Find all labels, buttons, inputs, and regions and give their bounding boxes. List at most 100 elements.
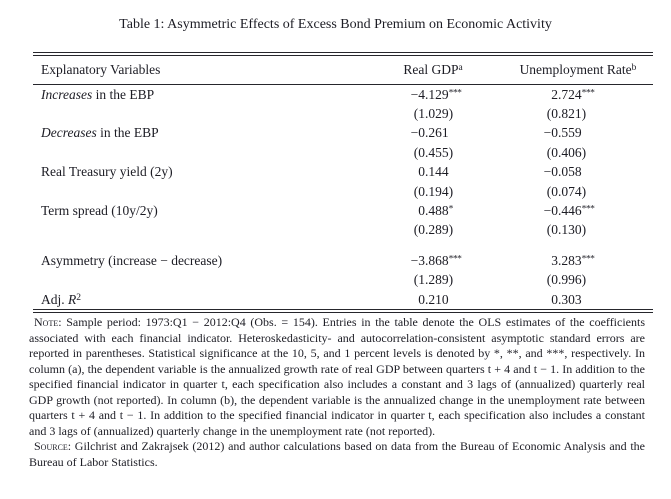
value-integer-part: (0 [546, 272, 558, 288]
cell-real-gdp: (1.029) [363, 106, 503, 122]
value-decimal-part: .129*** [425, 86, 462, 102]
row-label-part: Real Treasury yield (2y) [41, 164, 173, 180]
cell-real-gdp: 0.210 [363, 292, 503, 308]
value-integer-part: 0 [418, 291, 425, 307]
value-integer-part: (0 [546, 222, 558, 238]
value-integer-part: (0 [413, 183, 425, 199]
header-unemployment-rate-footnote-mark: b [631, 63, 637, 73]
row-label: Adj. R2 [33, 292, 363, 308]
header-real-gdp: Real GDPa [363, 62, 503, 78]
cell-unemployment-rate: (0.821) [503, 106, 653, 122]
value-integer-part: −0 [543, 203, 558, 219]
header-real-gdp-label: Real GDP [403, 62, 459, 77]
significance-stars: *** [581, 88, 595, 99]
header-rule [33, 84, 653, 85]
header-unemployment-rate: Unemployment Rateb [503, 62, 653, 78]
value-decimal-part: .996) [558, 272, 587, 288]
cell-unemployment-rate: −0.058 [503, 164, 653, 180]
value-decimal-part: .446*** [558, 203, 595, 219]
row-label: Real Treasury yield (2y) [33, 164, 363, 180]
header-explanatory-variables: Explanatory Variables [41, 62, 161, 77]
value-decimal-part: .406) [558, 144, 587, 160]
value-decimal-part: .821) [558, 106, 587, 122]
value-integer-part: 0 [551, 291, 558, 307]
value-integer-part: (0 [413, 222, 425, 238]
cell-unemployment-rate: −0.559 [503, 125, 653, 141]
cell-real-gdp: −0.261 [363, 125, 503, 141]
cell-unemployment-rate: (0.996) [503, 272, 653, 288]
cell-unemployment-rate: 0.303 [503, 292, 653, 308]
row-label-part: Decreases [41, 125, 97, 141]
cell-unemployment-rate: −0.446*** [503, 203, 653, 219]
significance-stars: *** [581, 204, 595, 215]
value-decimal-part: .868*** [425, 252, 462, 268]
table-row: Decreases in the EBP −0.261 −0.559 [33, 124, 653, 143]
value-decimal-part: .283*** [558, 252, 595, 268]
value-decimal-part: .488* [425, 203, 453, 219]
table-body: Increases in the EBP −4.129*** 2.724*** (1.… [33, 85, 653, 309]
value-integer-part: (0 [546, 183, 558, 199]
standard-error-row: (0.289) (0.130) [33, 221, 653, 240]
row-label-part: Asymmetry (increase − decrease) [41, 252, 223, 268]
row-label-part: 2 [76, 292, 81, 303]
table-header-row: Explanatory Variables Real GDPa Unemploy… [33, 56, 653, 84]
source-paragraph: Source: Gilchrist and Zakrajsek (2012) a… [29, 439, 645, 470]
value-integer-part: −4 [410, 86, 425, 102]
cell-real-gdp: −4.129*** [363, 87, 503, 103]
value-decimal-part: .724*** [558, 86, 595, 102]
value-integer-part: (0 [413, 144, 425, 160]
row-label-part: R [68, 291, 77, 307]
regression-table: Explanatory Variables Real GDPa Unemploy… [33, 52, 653, 314]
bottom-double-rule [33, 309, 653, 314]
row-label-part: Increases [41, 86, 93, 102]
row-label: Increases in the EBP [33, 87, 363, 103]
value-decimal-part: .303 [558, 291, 582, 307]
table-row: Increases in the EBP −4.129*** 2.724*** [33, 85, 653, 104]
value-decimal-part: .210 [425, 291, 449, 307]
value-integer-part: −0 [543, 125, 558, 141]
significance-stars: *** [581, 254, 595, 265]
table-row: Term spread (10y/2y) 0.488* −0.446*** [33, 201, 653, 220]
value-decimal-part: .144 [425, 164, 449, 180]
table-row: Asymmetry (increase − decrease) −3.868***… [33, 251, 653, 270]
standard-error-row: (1.029) (0.821) [33, 104, 653, 123]
row-label-part: in the EBP [92, 86, 155, 102]
value-decimal-part: .261 [425, 125, 449, 141]
value-decimal-part: .058 [558, 164, 582, 180]
cell-real-gdp: 0.488* [363, 203, 503, 219]
row-label: Asymmetry (increase − decrease) [33, 253, 363, 269]
table-row: Real Treasury yield (2y) 0.144 −0.058 [33, 163, 653, 182]
value-integer-part: 3 [551, 252, 558, 268]
row-label: Term spread (10y/2y) [33, 203, 363, 219]
standard-error-row: (0.455) (0.406) [33, 143, 653, 162]
top-double-rule [33, 52, 653, 56]
row-label-part: Adj. [41, 291, 68, 307]
note-paragraph: Note: Sample period: 1973:Q1 − 2012:Q4 (… [29, 315, 645, 439]
cell-real-gdp: (0.455) [363, 145, 503, 161]
value-decimal-part: .289) [425, 222, 454, 238]
value-integer-part: (1 [413, 272, 425, 288]
value-decimal-part: .029) [425, 106, 454, 122]
cell-unemployment-rate: (0.406) [503, 145, 653, 161]
cell-real-gdp: −3.868*** [363, 253, 503, 269]
cell-real-gdp: (1.289) [363, 272, 503, 288]
source-label: Source: [34, 439, 72, 453]
source-text: Gilchrist and Zakrajsek (2012) and autho… [29, 439, 645, 469]
value-integer-part: −0 [543, 164, 558, 180]
note-label: Note: [34, 315, 62, 329]
row-label: Decreases in the EBP [33, 125, 363, 141]
value-decimal-part: .074) [558, 183, 587, 199]
cell-unemployment-rate: 2.724*** [503, 87, 653, 103]
header-unemployment-rate-label: Unemployment Rate [519, 62, 632, 77]
cell-real-gdp: 0.144 [363, 164, 503, 180]
value-decimal-part: .455) [425, 144, 454, 160]
significance-stars: *** [448, 254, 462, 265]
value-integer-part: (0 [546, 106, 558, 122]
significance-stars: * [448, 204, 454, 215]
value-decimal-part: .130) [558, 222, 587, 238]
significance-stars: *** [448, 88, 462, 99]
value-decimal-part: .289) [425, 272, 454, 288]
table-notes: Note: Sample period: 1973:Q1 − 2012:Q4 (… [29, 315, 645, 470]
cell-real-gdp: (0.194) [363, 184, 503, 200]
standard-error-row: (0.194) (0.074) [33, 182, 653, 201]
